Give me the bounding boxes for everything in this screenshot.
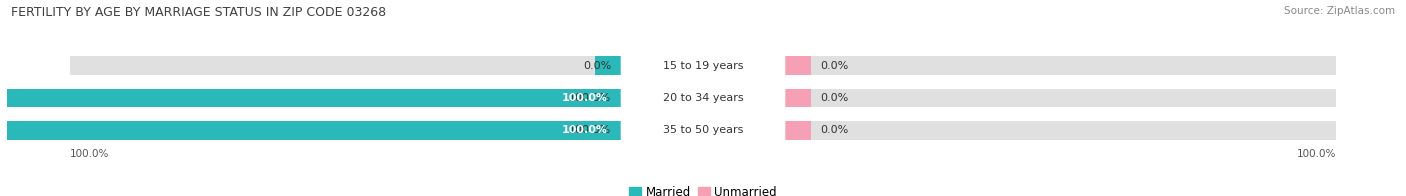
FancyBboxPatch shape	[620, 56, 786, 75]
Text: 0.0%: 0.0%	[820, 125, 848, 135]
Bar	[596, 56, 621, 75]
Bar	[0, 89, 621, 107]
Text: 100.0%: 100.0%	[70, 149, 110, 159]
Text: FERTILITY BY AGE BY MARRIAGE STATUS IN ZIP CODE 03268: FERTILITY BY AGE BY MARRIAGE STATUS IN Z…	[11, 6, 387, 19]
Text: 35 to 50 years: 35 to 50 years	[662, 125, 744, 135]
Bar	[596, 89, 621, 107]
Text: 0.0%: 0.0%	[820, 93, 848, 103]
Text: 100.0%: 100.0%	[1296, 149, 1336, 159]
Bar	[0, 121, 621, 140]
Bar	[70, 121, 1336, 140]
Bar	[70, 56, 1336, 75]
Bar	[785, 121, 810, 140]
Bar	[785, 89, 810, 107]
FancyBboxPatch shape	[620, 88, 786, 108]
Text: 0.0%: 0.0%	[583, 61, 612, 71]
Text: 100.0%: 100.0%	[562, 125, 609, 135]
Text: Source: ZipAtlas.com: Source: ZipAtlas.com	[1284, 6, 1395, 16]
Text: 0.0%: 0.0%	[820, 61, 848, 71]
Text: 20 to 34 years: 20 to 34 years	[662, 93, 744, 103]
Bar	[785, 56, 810, 75]
Text: 100.0%: 100.0%	[569, 125, 612, 135]
Bar	[596, 121, 621, 140]
Bar	[70, 89, 1336, 107]
FancyBboxPatch shape	[620, 121, 786, 140]
Text: 100.0%: 100.0%	[562, 93, 609, 103]
Legend: Married, Unmarried: Married, Unmarried	[624, 182, 782, 196]
Text: 100.0%: 100.0%	[569, 93, 612, 103]
Text: 15 to 19 years: 15 to 19 years	[662, 61, 744, 71]
